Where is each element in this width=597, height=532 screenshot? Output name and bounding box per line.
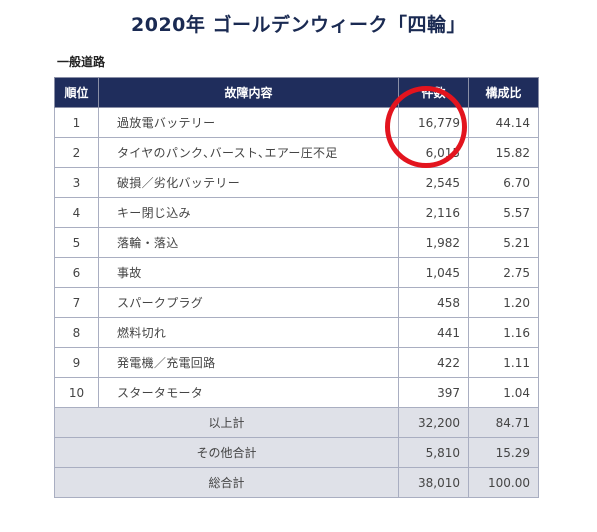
- row-rank: 2: [54, 137, 99, 168]
- other-total-count: 5,810: [398, 437, 469, 468]
- header-content: 故障内容: [98, 77, 399, 108]
- row-ratio: 2.75: [468, 257, 539, 288]
- other-total-ratio: 15.29: [468, 437, 539, 468]
- row-ratio: 6.70: [468, 167, 539, 198]
- table-row: 10 スタータモータ 397 1.04: [54, 377, 539, 408]
- row-rank: 5: [54, 227, 99, 258]
- row-content: 燃料切れ: [98, 317, 399, 348]
- row-count: 6,015: [398, 137, 469, 168]
- row-count: 397: [398, 377, 469, 408]
- row-content: 落輪・落込: [98, 227, 399, 258]
- row-rank: 10: [54, 377, 99, 408]
- section-subtitle: 一般道路: [57, 55, 106, 69]
- row-count: 441: [398, 317, 469, 348]
- row-count: 458: [398, 287, 469, 318]
- row-count: 422: [398, 347, 469, 378]
- row-ratio: 1.20: [468, 287, 539, 318]
- row-count: 1,982: [398, 227, 469, 258]
- row-ratio: 1.11: [468, 347, 539, 378]
- row-content: 事故: [98, 257, 399, 288]
- table-row: 2 タイヤのパンク､バースト､エアー圧不足 6,015 15.82: [54, 137, 539, 168]
- row-count: 1,045: [398, 257, 469, 288]
- row-content: スタータモータ: [98, 377, 399, 408]
- table-row: 8 燃料切れ 441 1.16: [54, 317, 539, 348]
- other-total-label: その他合計: [54, 437, 399, 468]
- row-rank: 9: [54, 347, 99, 378]
- grand-total-label: 総合計: [54, 467, 399, 498]
- table-row: 3 破損／劣化バッテリー 2,545 6.70: [54, 167, 539, 198]
- row-rank: 6: [54, 257, 99, 288]
- row-content: スパークプラグ: [98, 287, 399, 318]
- table-row: 9 発電機／充電回路 422 1.11: [54, 347, 539, 378]
- row-ratio: 1.16: [468, 317, 539, 348]
- grand-total-ratio: 100.00: [468, 467, 539, 498]
- other-total-row: その他合計 5,810 15.29: [54, 437, 539, 468]
- table-header-row: 順位 故障内容 件数 構成比: [54, 77, 539, 108]
- header-ratio: 構成比: [468, 77, 539, 108]
- row-rank: 7: [54, 287, 99, 318]
- row-ratio: 44.14: [468, 107, 539, 138]
- header-rank: 順位: [54, 77, 99, 108]
- row-ratio: 1.04: [468, 377, 539, 408]
- grand-total-row: 総合計 38,010 100.00: [54, 467, 539, 498]
- row-content: 過放電バッテリー: [98, 107, 399, 138]
- row-count: 2,545: [398, 167, 469, 198]
- table-row: 1 過放電バッテリー 16,779 44.14: [54, 107, 539, 138]
- row-count: 2,116: [398, 197, 469, 228]
- row-content: タイヤのパンク､バースト､エアー圧不足: [98, 137, 399, 168]
- table-row: 6 事故 1,045 2.75: [54, 257, 539, 288]
- grand-total-count: 38,010: [398, 467, 469, 498]
- subtotal-row: 以上計 32,200 84.71: [54, 407, 539, 438]
- subtotal-label: 以上計: [54, 407, 399, 438]
- header-count: 件数: [398, 77, 469, 108]
- row-rank: 1: [54, 107, 99, 138]
- row-content: 発電機／充電回路: [98, 347, 399, 378]
- row-rank: 8: [54, 317, 99, 348]
- subtotal-count: 32,200: [398, 407, 469, 438]
- row-rank: 3: [54, 167, 99, 198]
- row-ratio: 5.21: [468, 227, 539, 258]
- table-row: 7 スパークプラグ 458 1.20: [54, 287, 539, 318]
- breakdown-table: 順位 故障内容 件数 構成比 1 過放電バッテリー 16,779 44.14 2…: [54, 77, 539, 498]
- row-ratio: 5.57: [468, 197, 539, 228]
- row-count: 16,779: [398, 107, 469, 138]
- page-title: 2020年 ゴールデンウィーク「四輪」: [131, 14, 466, 36]
- row-content: 破損／劣化バッテリー: [98, 167, 399, 198]
- subtotal-ratio: 84.71: [468, 407, 539, 438]
- row-rank: 4: [54, 197, 99, 228]
- table-row: 5 落輪・落込 1,982 5.21: [54, 227, 539, 258]
- row-content: キー閉じ込み: [98, 197, 399, 228]
- table-row: 4 キー閉じ込み 2,116 5.57: [54, 197, 539, 228]
- row-ratio: 15.82: [468, 137, 539, 168]
